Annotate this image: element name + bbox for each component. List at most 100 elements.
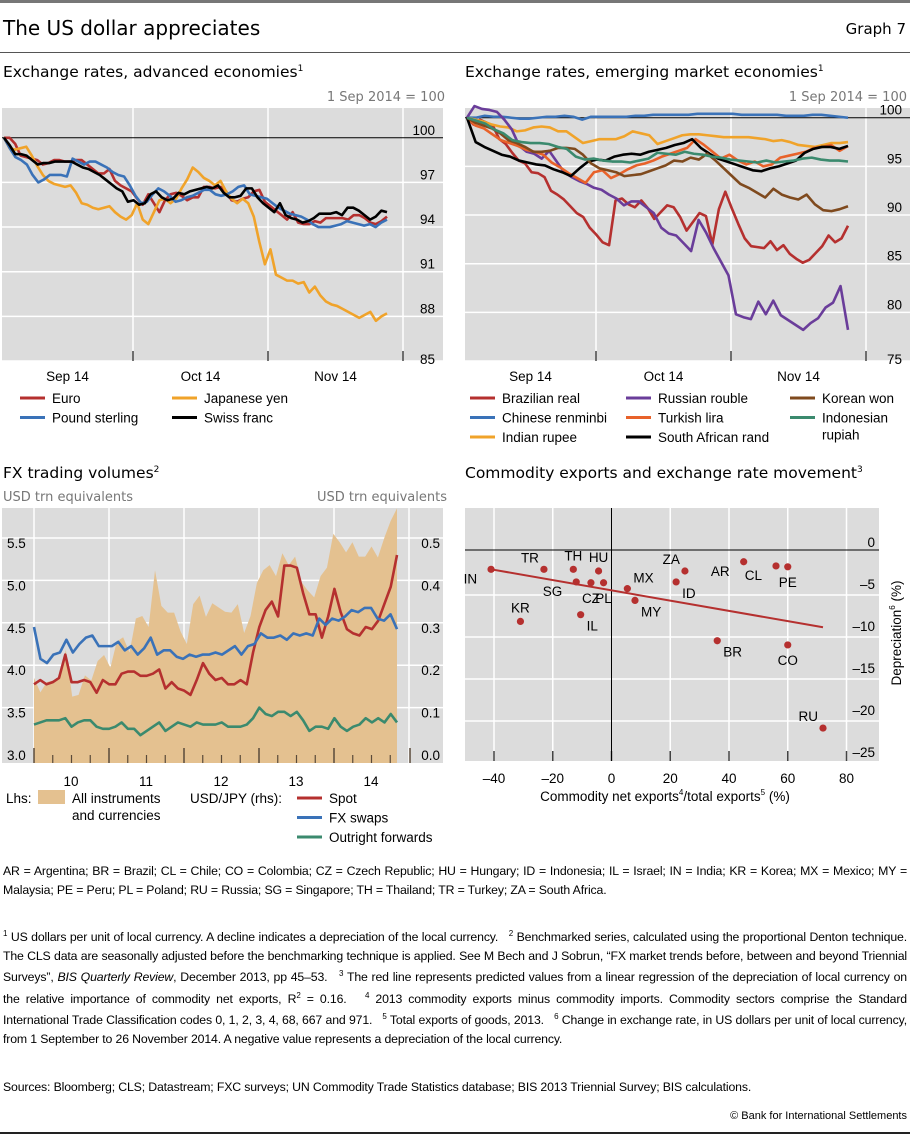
data-point-th <box>569 565 577 573</box>
unit-label-emerging: 1 Sep 2014 = 100 <box>788 90 907 105</box>
x-tick-label: –20 <box>541 771 564 786</box>
sources-note: Sources: Bloomberg; CLS; Datastream; FXC… <box>3 1080 752 1094</box>
legend-label-turkish-lira: Turkish lira <box>658 411 724 426</box>
legend-label-pound-sterling: Pound sterling <box>52 411 138 426</box>
y-tick-label: 94 <box>420 212 436 227</box>
legend-label-brazilian-real: Brazilian real <box>502 391 580 406</box>
series-line-korean-won <box>466 116 849 213</box>
x-tick-label: 0 <box>608 771 616 786</box>
point-label-ar: AR <box>711 564 730 579</box>
x-tick-label: 40 <box>721 771 736 786</box>
y-tick-label: 75 <box>887 352 902 367</box>
panel-title-advanced: Exchange rates, advanced economies1 <box>3 63 304 81</box>
point-label-my: MY <box>641 604 661 619</box>
x-tick-label: Nov 14 <box>777 369 820 384</box>
point-label-cl: CL <box>745 568 763 583</box>
data-point-kr <box>516 617 525 625</box>
y-tick-label-left: 3.5 <box>7 706 26 721</box>
y-tick-label: 88 <box>420 301 435 316</box>
unit-label-advanced: 1 Sep 2014 = 100 <box>326 90 445 105</box>
y-tick-label: –10 <box>852 619 875 634</box>
series-line-south-african-rand <box>465 117 849 178</box>
series-line-japanese-yen <box>2 137 388 323</box>
point-label-id: ID <box>682 586 696 601</box>
x-tick-label: Oct 14 <box>181 369 221 384</box>
series-line-brazilian-real <box>466 116 850 265</box>
y-tick-label: 80 <box>887 297 902 312</box>
panel-title-commodity: Commodity exports and exchange rate move… <box>465 464 863 482</box>
series-line-spot <box>33 554 399 697</box>
point-label-il: IL <box>587 619 599 634</box>
legend-rhs-label: USD/JPY (rhs): <box>190 791 282 806</box>
point-label-za: ZA <box>663 552 680 567</box>
series-line-indonesian-rupiah <box>466 116 849 164</box>
chart-advanced-economies: 85 88 91 94 97 100 Sep 14 Oct 14 Nov 14 Euro Japan… <box>2 108 443 426</box>
series-line-russian-rouble <box>465 104 850 332</box>
series-line-chinese-renminbi <box>467 112 849 121</box>
footnotes-block: 1 US dollars per unit of local currency.… <box>3 929 908 1046</box>
y-axis-label: Depreciation6 (%) <box>888 581 904 686</box>
point-label-kr: KR <box>511 600 530 615</box>
abbreviations-note: AR = Argentina; BR = Brazil; CL = Chile;… <box>3 864 907 897</box>
point-label-th: TH <box>564 548 582 563</box>
series-line-indian-rupee <box>466 116 849 149</box>
plot-background <box>2 108 443 361</box>
y-tick-label: –15 <box>852 661 875 676</box>
point-label-mx: MX <box>633 571 653 586</box>
data-point-ru <box>819 724 827 732</box>
x-tick-label: 20 <box>663 771 678 786</box>
chart-fx-volumes: 3.0 0.0 3.5 0.1 4.0 0.2 4.5 0.3 5.0 0.4 5.5 0.5 10 11… <box>2 508 443 845</box>
legend-label-south-african-rand: South African rand <box>658 430 769 445</box>
x-tick-label: 12 <box>213 774 228 789</box>
point-label-hu: HU <box>589 550 609 565</box>
regression-line <box>490 568 824 629</box>
data-point-ar <box>740 558 748 566</box>
y-tick-label: 85 <box>887 249 902 264</box>
data-point-za <box>681 567 689 575</box>
y-tick-label: 100 <box>879 103 902 118</box>
data-point-cl <box>772 562 780 570</box>
title-rule <box>0 52 910 53</box>
data-point-in <box>487 565 495 573</box>
y-tick-label-right: 0.3 <box>421 621 440 636</box>
panel-title-fx-volumes: FX trading volumes2 <box>3 464 160 482</box>
legend-label-indonesian-rupiah: Indonesian <box>822 411 888 426</box>
legend-swatch-area <box>38 790 65 804</box>
y-tick-label: 91 <box>420 257 435 272</box>
x-axis-label: Commodity net exports4/total exports5 (%… <box>540 788 790 804</box>
legend-label-spot: Spot <box>329 791 357 806</box>
y-tick-label-left: 4.0 <box>7 663 26 678</box>
graph-number: Graph 7 <box>845 20 906 38</box>
legend-label-swiss-franc: Swiss franc <box>204 411 273 426</box>
page-title: The US dollar appreciates <box>3 16 261 40</box>
y-tick-label-left: 5.5 <box>7 536 26 551</box>
data-point-mx <box>623 585 631 593</box>
x-tick-label: 80 <box>839 771 854 786</box>
y-tick-label-left: 3.0 <box>7 748 26 763</box>
series-line-fx-swaps <box>32 606 399 665</box>
y-tick-label: –5 <box>860 577 875 592</box>
y-tick-label: –25 <box>852 745 875 760</box>
y-tick-label: 95 <box>887 151 902 166</box>
y-tick-label-right: 0.1 <box>421 706 440 721</box>
y-tick-label: 0 <box>867 535 875 550</box>
x-tick-label: 11 <box>139 774 153 789</box>
legend-label-fx-swaps: FX swaps <box>329 811 389 826</box>
y-tick-label: 85 <box>420 352 435 367</box>
x-tick-label: –40 <box>483 771 506 786</box>
y-tick-label-right: 0.5 <box>421 536 440 551</box>
x-tick-label: Nov 14 <box>314 369 357 384</box>
legend-label-area-line2: and currencies <box>72 808 161 823</box>
legend-label-indian-rupee: Indian rupee <box>502 430 577 445</box>
legend-lhs-label: Lhs: <box>6 791 32 806</box>
y-tick-label-left: 4.5 <box>7 621 26 636</box>
data-point-tr <box>540 565 548 573</box>
unit-label-left: USD trn equivalents <box>3 490 133 505</box>
legend-label-japanese-yen: Japanese yen <box>204 391 288 406</box>
data-point-hu <box>594 567 603 575</box>
unit-label-right: USD trn equivalents <box>317 490 447 505</box>
y-tick-label: 100 <box>412 123 435 138</box>
point-label-br: BR <box>723 645 742 660</box>
chart-emerging-economies: 75 80 85 90 95 100 Sep 14 Oct 14 Nov 14 Brazilian… <box>465 103 910 445</box>
series-line-outright-forwards <box>33 706 399 737</box>
